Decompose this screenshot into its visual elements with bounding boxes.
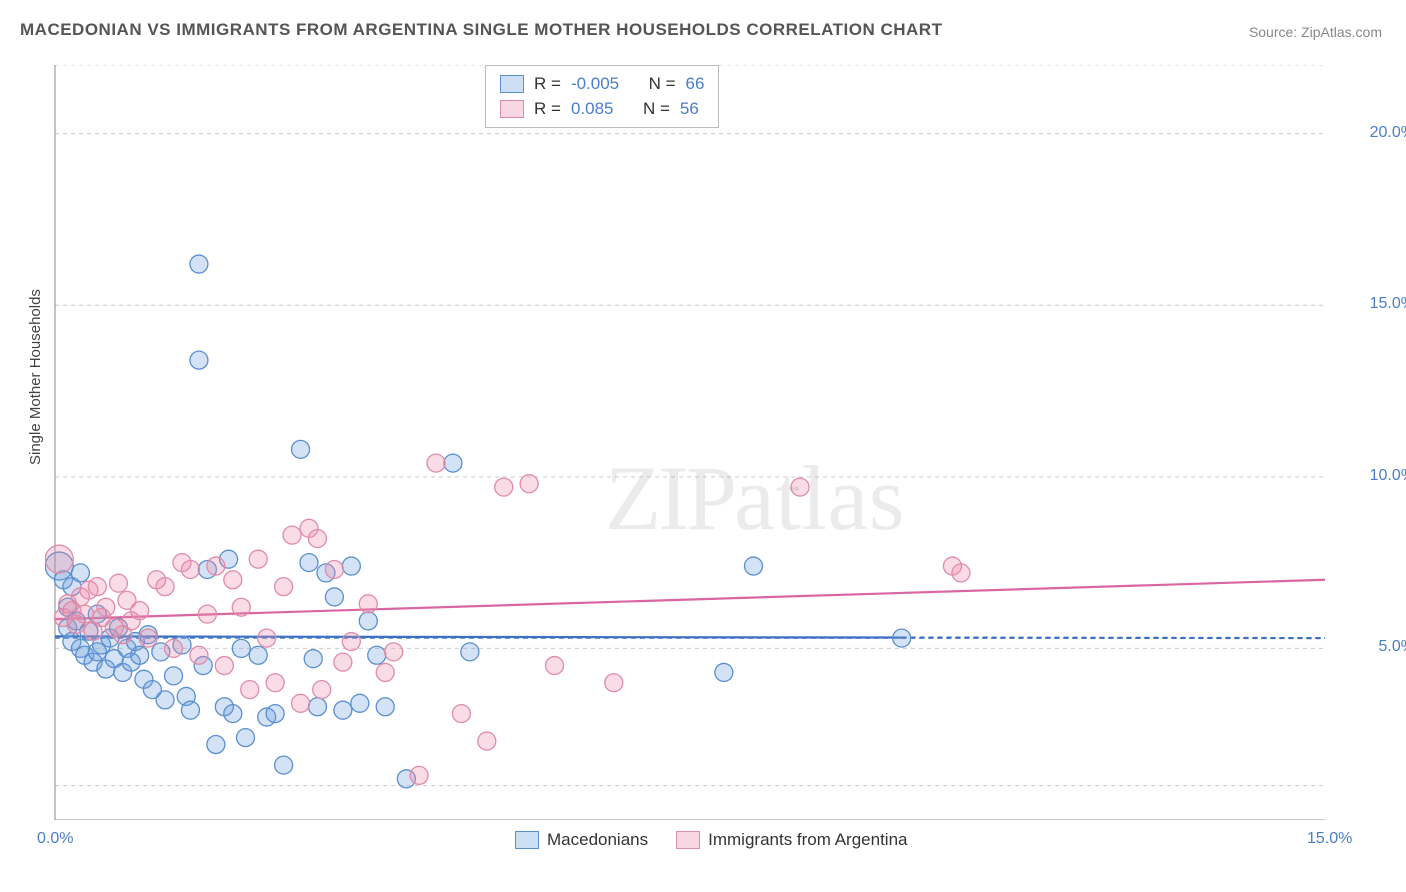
scatter-plot [45, 65, 1365, 820]
x-tick-label: 15.0% [1307, 830, 1352, 848]
n-label: N = [649, 72, 676, 97]
legend-item-macedonians: Macedonians [515, 830, 648, 850]
swatch-pink-icon [500, 100, 524, 118]
chart-title: MACEDONIAN VS IMMIGRANTS FROM ARGENTINA … [20, 20, 942, 40]
swatch-blue-icon [515, 831, 539, 849]
r-value: -0.005 [571, 72, 619, 97]
y-tick-label: 10.0% [1370, 467, 1406, 485]
x-tick-label: 0.0% [37, 830, 73, 848]
chart-area: Single Mother Households ZIPatlas R = -0… [45, 65, 1365, 820]
swatch-pink-icon [676, 831, 700, 849]
source-link[interactable]: ZipAtlas.com [1301, 24, 1382, 40]
y-tick-label: 20.0% [1370, 124, 1406, 142]
correlation-legend: R = -0.005 N = 66 R = 0.085 N = 56 [485, 65, 719, 128]
legend-label: Immigrants from Argentina [708, 830, 907, 850]
source-attribution: Source: ZipAtlas.com [1249, 24, 1382, 40]
series-legend: Macedonians Immigrants from Argentina [515, 830, 907, 850]
y-tick-label: 15.0% [1370, 295, 1406, 313]
legend-label: Macedonians [547, 830, 648, 850]
legend-row-argentina: R = 0.085 N = 56 [500, 97, 704, 122]
swatch-blue-icon [500, 75, 524, 93]
source-label: Source: [1249, 24, 1297, 40]
y-tick-label: 5.0% [1379, 638, 1406, 656]
n-value: 56 [680, 97, 699, 122]
r-label: R = [534, 72, 561, 97]
y-axis-label: Single Mother Households [27, 289, 44, 465]
n-label: N = [643, 97, 670, 122]
r-label: R = [534, 97, 561, 122]
legend-row-macedonians: R = -0.005 N = 66 [500, 72, 704, 97]
n-value: 66 [686, 72, 705, 97]
legend-item-argentina: Immigrants from Argentina [676, 830, 907, 850]
r-value: 0.085 [571, 97, 614, 122]
